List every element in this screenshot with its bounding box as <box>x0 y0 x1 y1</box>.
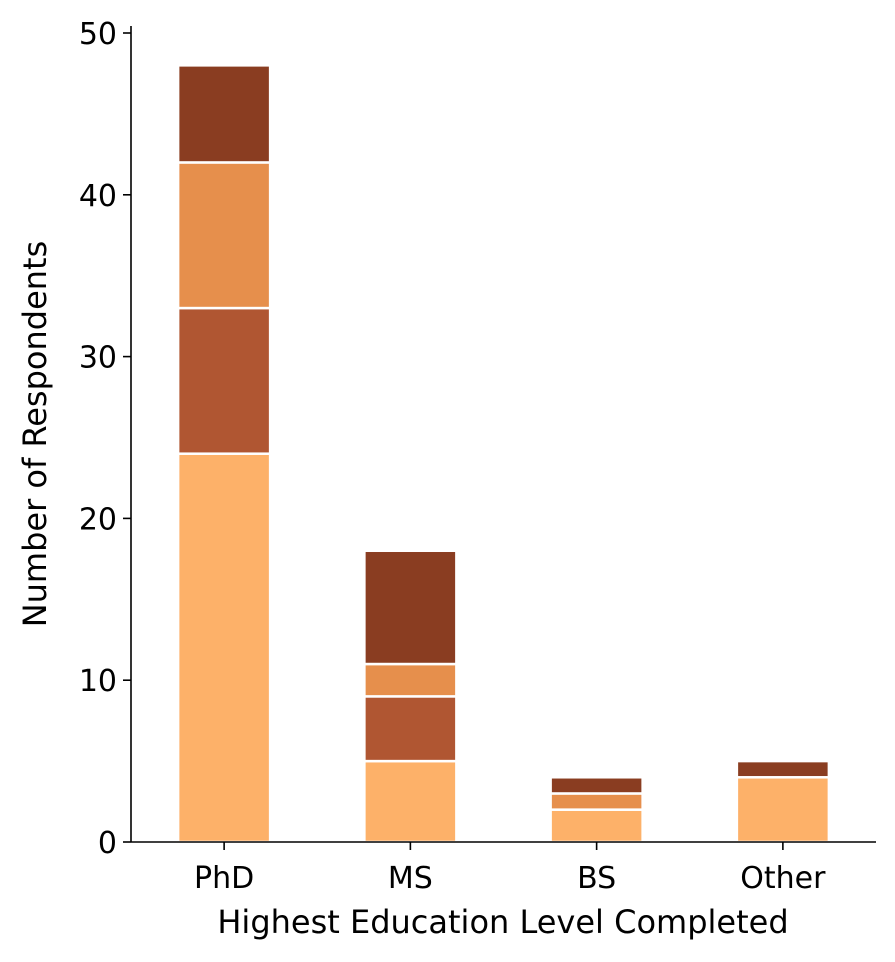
y-axis-label: Number of Respondents <box>16 241 54 628</box>
x-tick-label-other: Other <box>740 861 826 896</box>
bar-segment-other-1 <box>735 776 831 844</box>
y-tick-label: 30 <box>79 341 117 376</box>
bar-segment-phd-2 <box>176 306 272 455</box>
y-tick-label: 50 <box>79 17 117 52</box>
bar-segment-ms-4 <box>363 549 458 666</box>
bar-segment-bs-1 <box>549 808 644 844</box>
bar-segment-phd-3 <box>176 161 272 310</box>
x-tick-label-phd: PhD <box>194 861 254 896</box>
bar-segment-other-4 <box>735 759 831 779</box>
x-tick-label-bs: BS <box>577 861 616 896</box>
bar-segment-bs-4 <box>549 776 644 795</box>
y-tick-label: 40 <box>79 179 117 214</box>
x-axis-label: Highest Education Level Completed <box>217 903 788 941</box>
axes-group: 0 10 20 30 40 50 PhD MS BS Other <box>79 17 876 896</box>
bars-group <box>176 64 831 844</box>
bar-segment-ms-1 <box>363 759 458 844</box>
bar-segment-ms-2 <box>363 695 458 763</box>
y-tick-label: 0 <box>98 826 117 861</box>
y-tick-label: 10 <box>79 664 117 699</box>
bar-segment-phd-4 <box>176 64 272 164</box>
bar-segment-phd-1 <box>176 452 272 844</box>
x-tick-label-ms: MS <box>388 861 433 896</box>
y-tick-label: 20 <box>79 502 117 537</box>
bar-segment-ms-3 <box>363 662 458 698</box>
bar-segment-bs-3 <box>549 792 644 811</box>
